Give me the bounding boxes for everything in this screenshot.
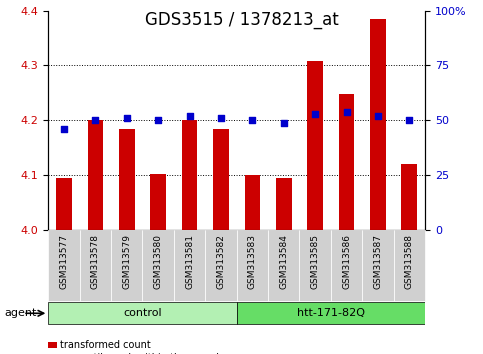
FancyBboxPatch shape	[205, 230, 237, 301]
Text: GSM313579: GSM313579	[122, 234, 131, 289]
FancyBboxPatch shape	[48, 302, 237, 324]
Point	[343, 109, 351, 114]
Text: GSM313583: GSM313583	[248, 234, 257, 289]
Point	[280, 120, 288, 125]
FancyBboxPatch shape	[111, 230, 142, 301]
Bar	[119, 129, 135, 230]
Text: htt-171-82Q: htt-171-82Q	[297, 308, 365, 318]
Point	[217, 115, 225, 121]
Bar	[87, 120, 103, 230]
FancyBboxPatch shape	[80, 230, 111, 301]
Bar	[401, 164, 417, 230]
Bar	[182, 120, 198, 230]
Point	[374, 113, 382, 119]
Bar	[213, 129, 229, 230]
Text: control: control	[123, 308, 162, 318]
Bar	[339, 94, 355, 230]
Bar	[276, 178, 292, 230]
Point	[249, 118, 256, 123]
Text: GSM313588: GSM313588	[405, 234, 414, 289]
FancyBboxPatch shape	[48, 230, 80, 301]
FancyBboxPatch shape	[237, 230, 268, 301]
FancyBboxPatch shape	[268, 230, 299, 301]
Bar	[370, 19, 386, 230]
FancyBboxPatch shape	[362, 230, 394, 301]
Bar	[150, 173, 166, 230]
Text: GSM313577: GSM313577	[59, 234, 69, 289]
Text: GSM313580: GSM313580	[154, 234, 163, 289]
Bar	[244, 175, 260, 230]
Text: GSM313587: GSM313587	[373, 234, 383, 289]
Point	[312, 111, 319, 116]
Text: GSM313584: GSM313584	[279, 234, 288, 289]
FancyBboxPatch shape	[174, 230, 205, 301]
FancyBboxPatch shape	[394, 230, 425, 301]
Point	[406, 118, 413, 123]
Point	[155, 118, 162, 123]
Text: agent: agent	[5, 308, 37, 318]
FancyBboxPatch shape	[331, 230, 362, 301]
Text: GSM313585: GSM313585	[311, 234, 320, 289]
FancyBboxPatch shape	[299, 230, 331, 301]
Text: GSM313582: GSM313582	[216, 234, 226, 289]
Text: percentile rank within the sample: percentile rank within the sample	[60, 353, 226, 354]
Bar	[56, 178, 72, 230]
Point	[123, 115, 130, 121]
Point	[186, 113, 194, 119]
FancyBboxPatch shape	[237, 302, 425, 324]
Text: GDS3515 / 1378213_at: GDS3515 / 1378213_at	[144, 11, 339, 29]
Text: GSM313586: GSM313586	[342, 234, 351, 289]
Point	[60, 126, 68, 132]
Bar	[307, 61, 323, 230]
Text: transformed count: transformed count	[60, 340, 151, 350]
Text: GSM313578: GSM313578	[91, 234, 100, 289]
FancyBboxPatch shape	[142, 230, 174, 301]
Point	[92, 118, 99, 123]
Text: GSM313581: GSM313581	[185, 234, 194, 289]
